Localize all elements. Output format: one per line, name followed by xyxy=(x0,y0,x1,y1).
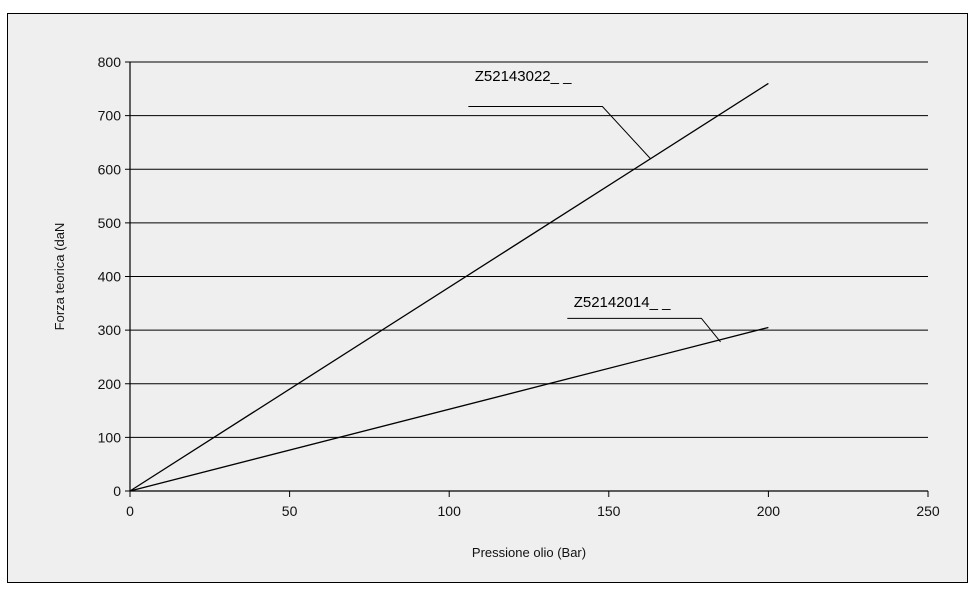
chart-frame: 0 100 200 300 400 500 600 700 800 0 50 100 150 200 250… xyxy=(7,13,968,583)
series-line-1 xyxy=(129,82,769,492)
y-tick-label-200: 200 xyxy=(98,376,122,392)
y-tick-label-700: 700 xyxy=(98,108,122,124)
x-tick-label-0: 0 xyxy=(126,503,134,519)
series-line-2 xyxy=(129,326,769,492)
tick-labels: 0 100 200 300 400 500 600 700 800 0 50 100 150 200 250 xyxy=(98,54,940,519)
y-tick-label-100: 100 xyxy=(98,429,122,445)
y-tick-label-800: 800 xyxy=(98,54,122,70)
y-tick-label-300: 300 xyxy=(98,322,122,338)
y-tick-label-0: 0 xyxy=(113,483,121,499)
series-callouts: Z52143022_ _ Z52142014_ _ xyxy=(468,68,721,343)
x-tick-label-150: 150 xyxy=(597,503,621,519)
chart-svg: 0 100 200 300 400 500 600 700 800 0 50 100 150 200 250… xyxy=(52,54,940,560)
x-tick-label-100: 100 xyxy=(438,503,462,519)
series-label-1: Z52143022_ _ xyxy=(475,68,572,85)
x-tick-label-50: 50 xyxy=(282,503,298,519)
grid-lines xyxy=(130,61,928,438)
x-axis-title: Pressione olio (Bar) xyxy=(472,545,586,560)
y-tick-label-400: 400 xyxy=(98,269,122,285)
axes xyxy=(125,61,929,497)
y-tick-label-600: 600 xyxy=(98,161,122,177)
series-label-2: Z52142014_ _ xyxy=(574,294,671,311)
y-tick-label-500: 500 xyxy=(98,215,122,231)
series-lines xyxy=(129,82,769,492)
y-axis-title: Forza teorica (daN xyxy=(52,223,67,331)
series-leader-1 xyxy=(468,106,651,159)
series-leader-2 xyxy=(567,317,721,343)
x-tick-label-250: 250 xyxy=(916,503,940,519)
x-tick-label-200: 200 xyxy=(757,503,781,519)
